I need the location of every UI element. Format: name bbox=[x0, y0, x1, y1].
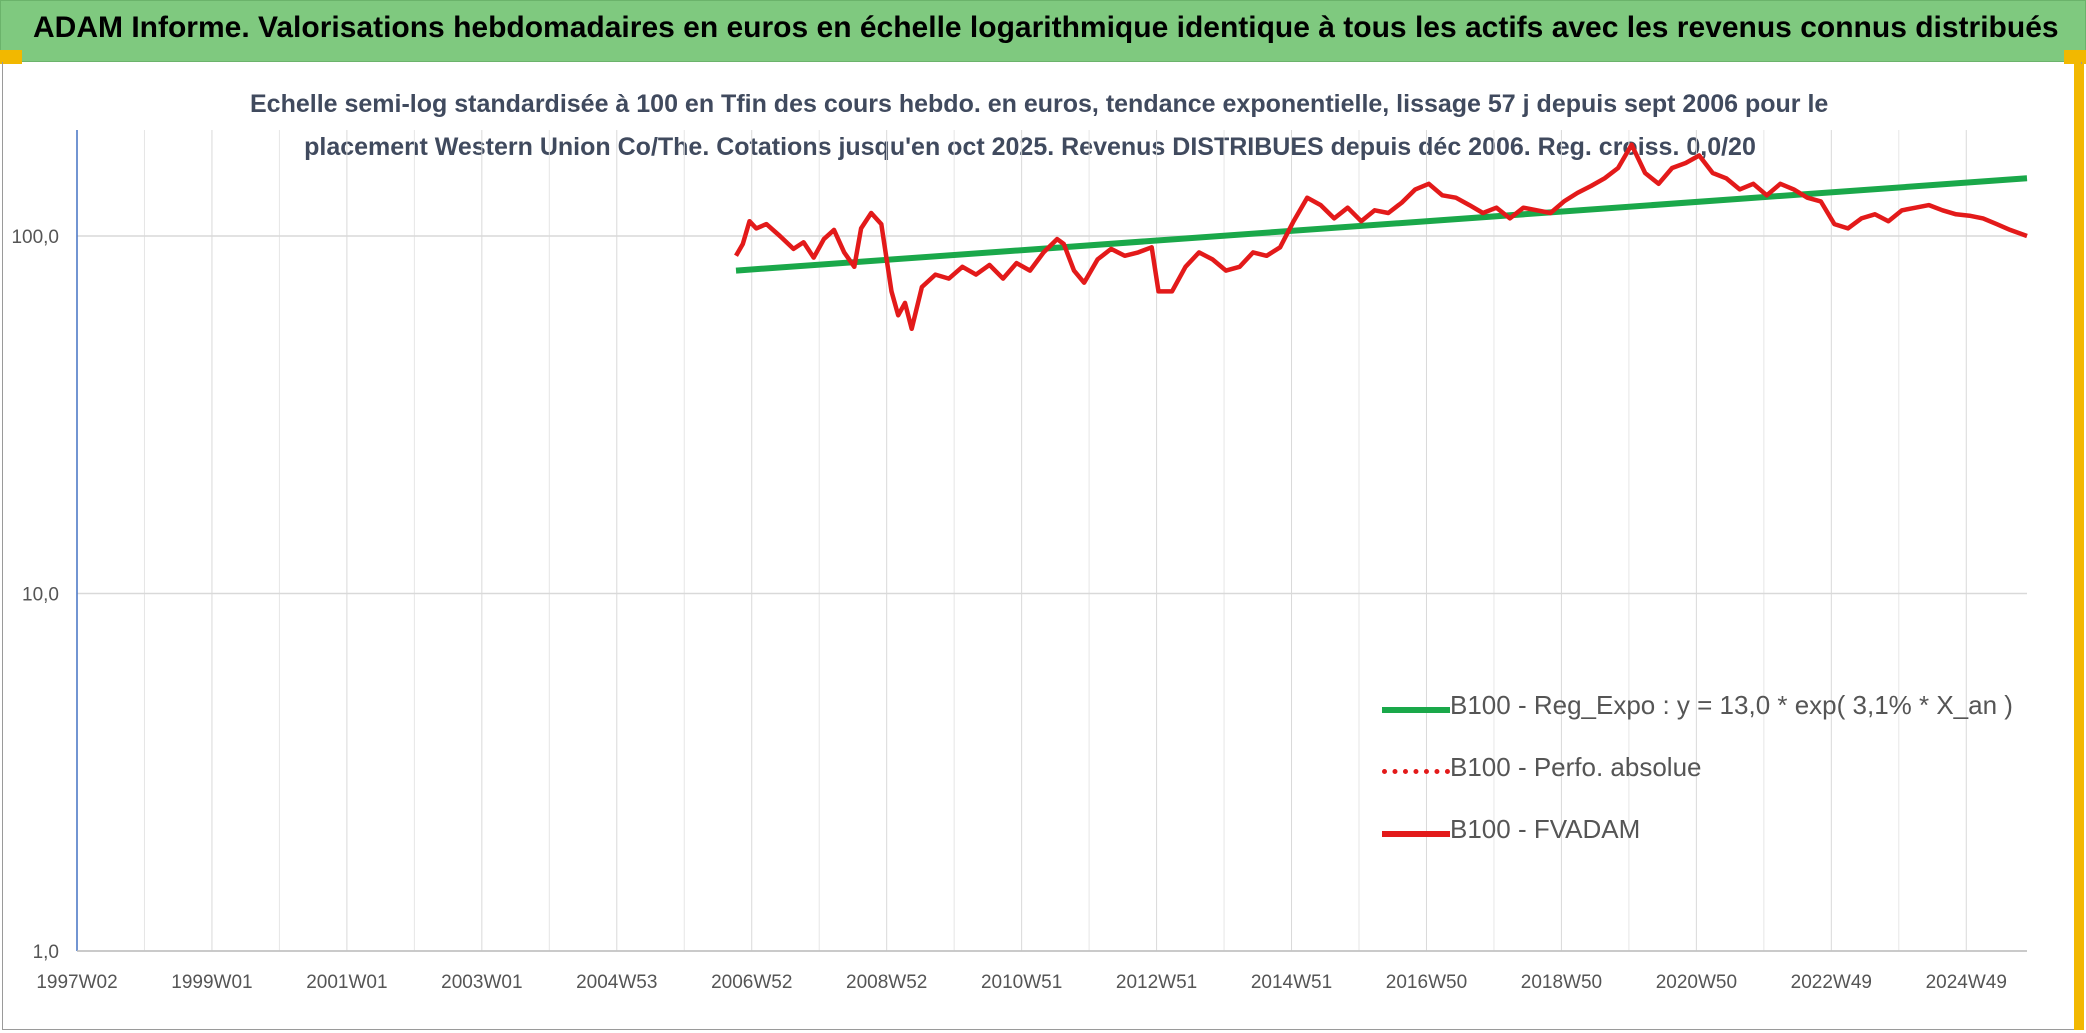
frame-corner-right bbox=[2074, 64, 2084, 1030]
x-tick-label: 2022W49 bbox=[1791, 972, 1872, 993]
legend-label-perfo-absolue: B100 - Perfo. absolue bbox=[1450, 752, 1702, 782]
y-tick-label: 1,0 bbox=[33, 942, 59, 963]
series-line-reg-expo bbox=[735, 175, 2028, 274]
x-tick-label: 2018W50 bbox=[1521, 972, 1602, 993]
banner-corner-right bbox=[2064, 50, 2086, 64]
series-layer bbox=[734, 142, 2028, 332]
banner-corner-left bbox=[0, 50, 22, 64]
series-line-fvadam bbox=[734, 142, 2028, 332]
x-tick-label: 2001W01 bbox=[306, 972, 387, 993]
grid-layer bbox=[76, 130, 2027, 952]
report-title: ADAM Informe. Valorisations hebdomadaire… bbox=[33, 11, 2059, 44]
axis-layer bbox=[76, 130, 2027, 952]
x-tick-label: 2020W50 bbox=[1656, 972, 1737, 993]
legend-swatch-perfo-absolue bbox=[1382, 769, 1450, 774]
report-banner: ADAM Informe. Valorisations hebdomadaire… bbox=[0, 0, 2086, 62]
x-tick-label: 1999W01 bbox=[171, 972, 252, 993]
x-tick-label: 2004W53 bbox=[576, 972, 657, 993]
label-layer: 1997W02 1999W01 2001W01 2003W01 2004W53 2006W… bbox=[11, 227, 2006, 993]
y-tick-label: 100,0 bbox=[11, 227, 59, 248]
x-tick-label: 2024W49 bbox=[1926, 972, 2007, 993]
x-tick-label: 2008W52 bbox=[846, 972, 927, 993]
x-tick-label: 2016W50 bbox=[1386, 972, 1467, 993]
x-tick-label: 1997W02 bbox=[36, 972, 117, 993]
x-tick-label: 2010W51 bbox=[981, 972, 1062, 993]
y-tick-label: 10,0 bbox=[22, 585, 59, 606]
x-tick-label: 2014W51 bbox=[1251, 972, 1332, 993]
legend-label-fvadam: B100 - FVADAM bbox=[1450, 814, 1641, 844]
chart-subtitle-line-1: Echelle semi-log standardisée à 100 en T… bbox=[250, 90, 1829, 118]
x-tick-label: 2003W01 bbox=[441, 972, 522, 993]
legend-label-reg-expo: B100 - Reg_Expo : y = 13,0 * exp( 3,1% *… bbox=[1450, 690, 2013, 720]
chart-subtitle-line-2: placement Western Union Co/The. Cotation… bbox=[304, 133, 1756, 161]
x-tick-label: 2012W51 bbox=[1116, 972, 1197, 993]
x-tick-label: 2006W52 bbox=[711, 972, 792, 993]
legend-swatch-fvadam bbox=[1382, 831, 1450, 837]
legend-swatch-reg-expo bbox=[1382, 707, 1450, 713]
